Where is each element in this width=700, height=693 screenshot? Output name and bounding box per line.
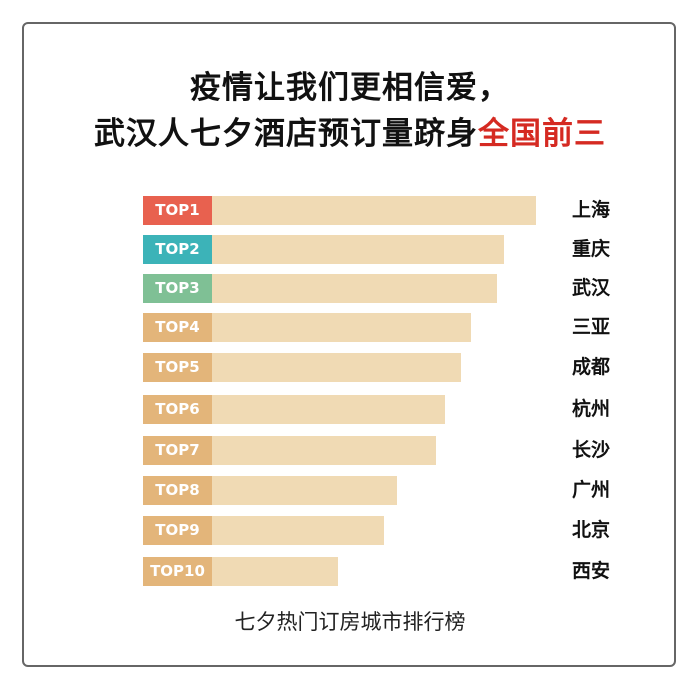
title-line-1: 疫情让我们更相信爱， bbox=[190, 70, 510, 106]
bar bbox=[212, 353, 462, 382]
bar bbox=[212, 436, 436, 465]
rank-label: TOP9 bbox=[143, 516, 212, 545]
bar bbox=[212, 476, 397, 505]
title-highlight: 全国前三 bbox=[478, 116, 606, 152]
city-label: 广州 bbox=[572, 479, 611, 501]
city-label: 重庆 bbox=[572, 238, 611, 260]
city-label: 三亚 bbox=[572, 316, 611, 338]
rank-label: TOP2 bbox=[143, 235, 212, 264]
city-label: 北京 bbox=[572, 519, 611, 541]
city-label: 成都 bbox=[572, 356, 611, 378]
city-label: 长沙 bbox=[572, 439, 611, 461]
city-label: 武汉 bbox=[572, 277, 611, 299]
city-label: 杭州 bbox=[572, 398, 611, 420]
rank-label: TOP5 bbox=[143, 353, 212, 382]
rank-label: TOP8 bbox=[143, 476, 212, 505]
rank-label: TOP1 bbox=[143, 196, 212, 225]
chart-caption: 七夕热门订房城市排行榜 bbox=[234, 610, 466, 634]
rank-label: TOP6 bbox=[143, 395, 212, 424]
city-label: 西安 bbox=[572, 560, 611, 582]
title-line-2: 武汉人七夕酒店预订量跻身全国前三 bbox=[0, 108, 700, 153]
rank-label: TOP4 bbox=[143, 313, 212, 342]
city-label: 上海 bbox=[572, 199, 611, 221]
rank-label: TOP10 bbox=[143, 557, 212, 586]
rank-label: TOP3 bbox=[143, 274, 212, 303]
bar bbox=[212, 274, 498, 303]
bar bbox=[212, 313, 472, 342]
bar bbox=[212, 395, 446, 424]
bar bbox=[212, 516, 384, 545]
bar bbox=[212, 557, 339, 586]
bar bbox=[212, 235, 504, 264]
rank-label: TOP7 bbox=[143, 436, 212, 465]
card-frame bbox=[22, 22, 676, 667]
bar bbox=[212, 196, 536, 225]
title-line-2-prefix: 武汉人七夕酒店预订量跻身 bbox=[94, 116, 478, 152]
